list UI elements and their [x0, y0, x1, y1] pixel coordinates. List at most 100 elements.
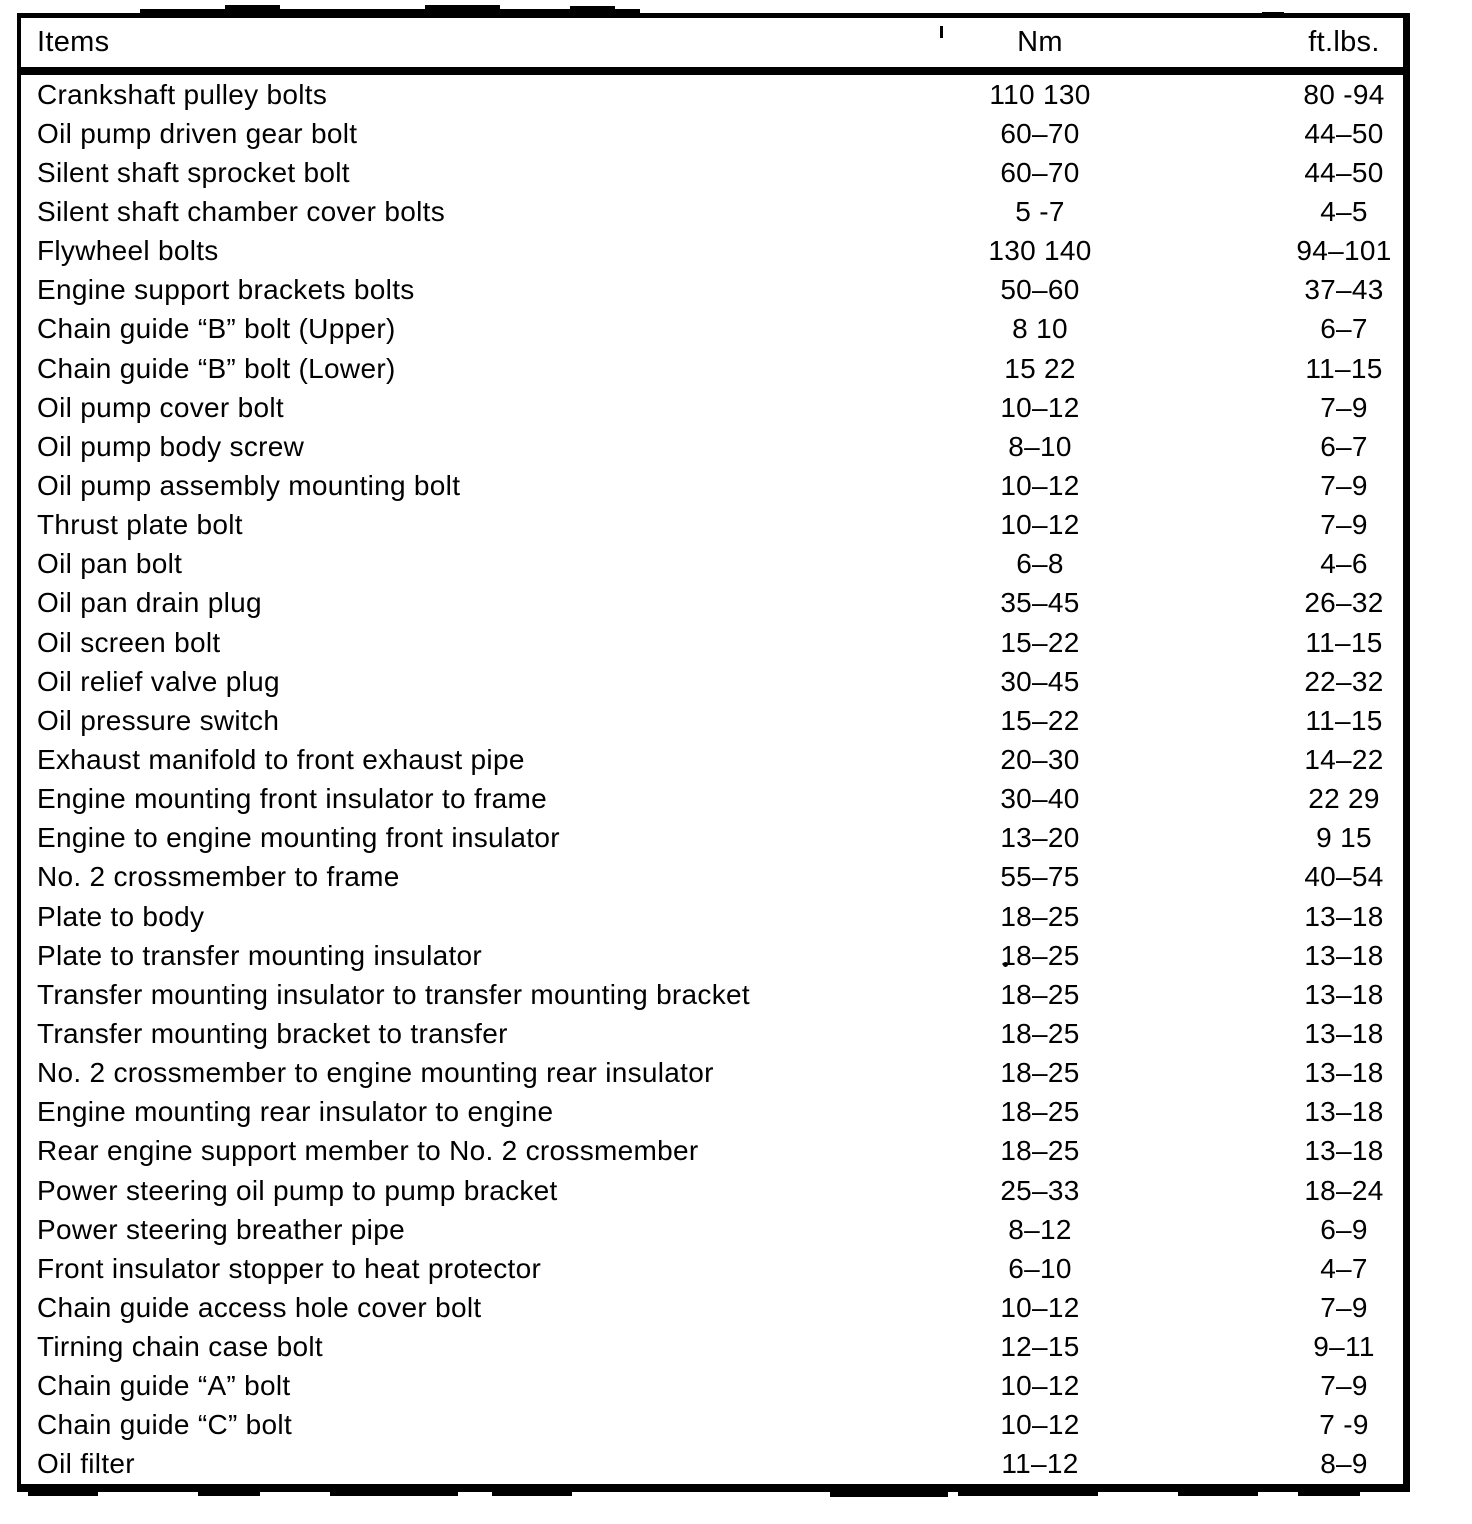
- cell-nm: 18–25: [1000, 1135, 1080, 1167]
- table-body: Crankshaft pulley bolts 110 130 80 -94 O…: [21, 75, 1403, 1484]
- scan-noise-mark: [940, 26, 943, 38]
- table-row: Engine to engine mounting front insulato…: [21, 819, 1403, 858]
- table-row: Oil pressure switch 15–22 11–15: [21, 701, 1403, 740]
- table-row: Engine mounting rear insulator to engine…: [21, 1093, 1403, 1132]
- cell-nm: 50–60: [1000, 274, 1080, 306]
- cell-item: Chain guide access hole cover bolt: [37, 1291, 482, 1323]
- cell-nm: 10–12: [1000, 509, 1080, 541]
- table-row: Front insulator stopper to heat protecto…: [21, 1249, 1403, 1288]
- cell-item: Power steering breather pipe: [37, 1213, 405, 1245]
- table-row: Plate to transfer mounting insulator 18–…: [21, 936, 1403, 975]
- scan-noise-mark: [1178, 1491, 1258, 1496]
- cell-item: Crankshaft pulley bolts: [37, 78, 328, 110]
- cell-nm: 10–12: [1000, 469, 1080, 501]
- table-row: Chain guide access hole cover bolt 10–12…: [21, 1288, 1403, 1327]
- cell-item: Exhaust manifold to front exhaust pipe: [37, 743, 525, 775]
- cell-nm: 18–25: [1000, 900, 1080, 932]
- cell-ftlbs: 13–18: [1304, 1017, 1384, 1049]
- scan-noise-dot: [1003, 962, 1008, 967]
- cell-ftlbs: 4–5: [1320, 195, 1368, 227]
- cell-item: Oil pan drain plug: [37, 587, 262, 619]
- cell-nm: 12–15: [1000, 1331, 1080, 1363]
- table-row: Tirning chain case bolt 12–15 9–11: [21, 1328, 1403, 1367]
- table-header-row: Items Nm ft.lbs.: [21, 18, 1403, 75]
- cell-item: Oil filter: [37, 1448, 135, 1480]
- scan-noise-mark: [198, 1491, 260, 1496]
- scan-noise-mark: [225, 5, 280, 10]
- cell-nm: 11–12: [1001, 1448, 1079, 1480]
- cell-nm: 15–22: [1000, 704, 1080, 736]
- cell-ftlbs: 13–18: [1304, 900, 1384, 932]
- cell-nm: 55–75: [1000, 861, 1080, 893]
- cell-ftlbs: 4–6: [1320, 548, 1368, 580]
- cell-ftlbs: 22 29: [1308, 783, 1380, 815]
- cell-nm: 35–45: [1000, 587, 1080, 619]
- cell-ftlbs: 22–32: [1304, 665, 1384, 697]
- cell-ftlbs: 80 -94: [1303, 78, 1385, 110]
- table-row: Chain guide “B” bolt (Lower) 15 22 11–15: [21, 349, 1403, 388]
- cell-item: Oil pump body screw: [37, 430, 305, 462]
- cell-nm: 8–12: [1008, 1213, 1072, 1245]
- cell-ftlbs: 13–18: [1304, 939, 1384, 971]
- cell-ftlbs: 40–54: [1304, 861, 1384, 893]
- table-row: Silent shaft sprocket bolt 60–70 44–50: [21, 153, 1403, 192]
- table-row: Thrust plate bolt 10–12 7–9: [21, 506, 1403, 545]
- cell-nm: 10–12: [1000, 1409, 1080, 1441]
- cell-item: Engine mounting rear insulator to engine: [37, 1096, 554, 1128]
- cell-ftlbs: 9–11: [1313, 1331, 1375, 1363]
- table-row: Oil screen bolt 15–22 11–15: [21, 623, 1403, 662]
- table-row: Oil pump cover bolt 10–12 7–9: [21, 388, 1403, 427]
- cell-item: Oil pump cover bolt: [37, 391, 284, 423]
- cell-item: Tirning chain case bolt: [37, 1331, 324, 1363]
- table-row: Transfer mounting insulator to transfer …: [21, 975, 1403, 1014]
- cell-nm: 20–30: [1000, 743, 1080, 775]
- cell-item: Oil pump assembly mounting bolt: [37, 469, 461, 501]
- header-items: Items: [37, 26, 110, 58]
- table-row: Oil pump body screw 8–10 6–7: [21, 427, 1403, 466]
- table-row: No. 2 crossmember to engine mounting rea…: [21, 1054, 1403, 1093]
- table-row: Chain guide “A” bolt 10–12 7–9: [21, 1367, 1403, 1406]
- cell-nm: 18–25: [1000, 1057, 1080, 1089]
- header-nm: Nm: [1017, 26, 1063, 58]
- table-row: Flywheel bolts 130 140 94–101: [21, 232, 1403, 271]
- cell-item: Power steering oil pump to pump bracket: [37, 1174, 558, 1206]
- scan-noise-mark: [1298, 1490, 1360, 1496]
- cell-ftlbs: 94–101: [1296, 235, 1392, 267]
- cell-nm: 30–45: [1000, 665, 1080, 697]
- scan-noise-mark: [330, 1490, 458, 1496]
- cell-nm: 18–25: [1000, 978, 1080, 1010]
- cell-nm: 10–12: [1000, 1370, 1080, 1402]
- scan-noise-mark: [425, 5, 500, 10]
- scan-noise-mark: [570, 6, 615, 11]
- table-row: Oil pan bolt 6–8 4–6: [21, 545, 1403, 584]
- cell-nm: 18–25: [1000, 1017, 1080, 1049]
- cell-item: Oil screen bolt: [37, 626, 221, 658]
- cell-item: Oil relief valve plug: [37, 665, 280, 697]
- table-row: Power steering oil pump to pump bracket …: [21, 1171, 1403, 1210]
- cell-ftlbs: 7–9: [1320, 1370, 1368, 1402]
- cell-nm: 60–70: [1000, 117, 1080, 149]
- cell-item: Plate to body: [37, 900, 205, 932]
- cell-item: Oil pan bolt: [37, 548, 183, 580]
- cell-ftlbs: 13–18: [1304, 1135, 1384, 1167]
- cell-item: Front insulator stopper to heat protecto…: [37, 1252, 542, 1284]
- cell-nm: 25–33: [1000, 1174, 1080, 1206]
- header-ftlbs: ft.lbs.: [1308, 26, 1380, 58]
- cell-item: Transfer mounting insulator to transfer …: [37, 978, 750, 1010]
- cell-ftlbs: 4–7: [1320, 1252, 1368, 1284]
- cell-item: Engine to engine mounting front insulato…: [37, 822, 560, 854]
- table-row: Chain guide “C” bolt 10–12 7 -9: [21, 1406, 1403, 1445]
- cell-ftlbs: 6–7: [1320, 430, 1368, 462]
- cell-nm: 8 10: [1012, 313, 1068, 345]
- cell-ftlbs: 9 15: [1316, 822, 1372, 854]
- cell-ftlbs: 13–18: [1304, 1057, 1384, 1089]
- cell-item: Chain guide “B” bolt (Upper): [37, 313, 396, 345]
- torque-spec-table: Items Nm ft.lbs. Crankshaft pulley bolts…: [17, 13, 1410, 1492]
- cell-ftlbs: 44–50: [1304, 156, 1384, 188]
- cell-item: Engine support brackets bolts: [37, 274, 415, 306]
- cell-ftlbs: 37–43: [1304, 274, 1384, 306]
- cell-ftlbs: 44–50: [1304, 117, 1384, 149]
- cell-item: Transfer mounting bracket to transfer: [37, 1017, 508, 1049]
- cell-ftlbs: 7–9: [1320, 391, 1368, 423]
- table-row: Exhaust manifold to front exhaust pipe 2…: [21, 740, 1403, 779]
